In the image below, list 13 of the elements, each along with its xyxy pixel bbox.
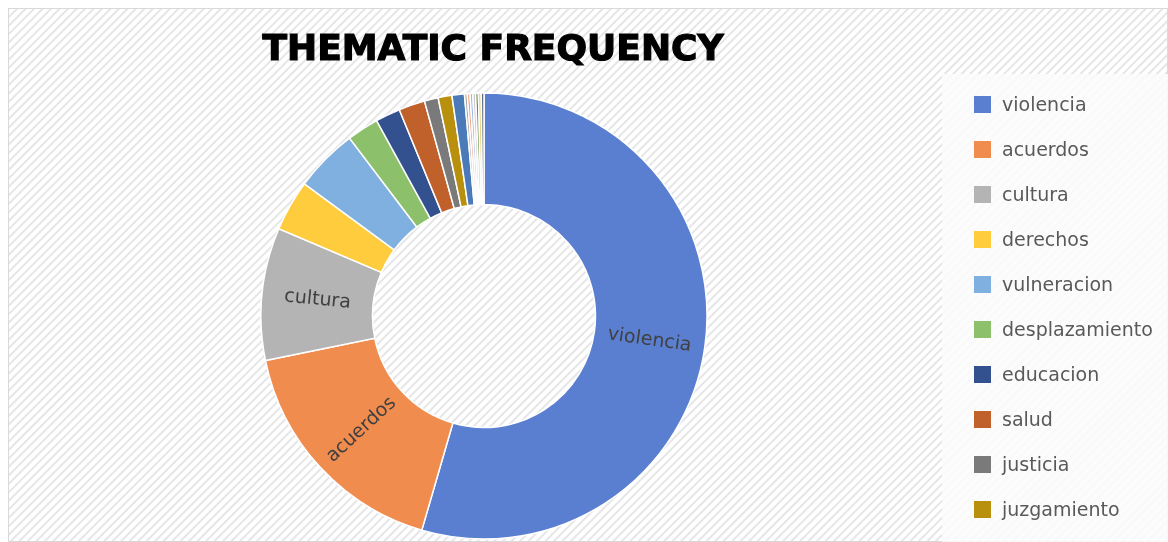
legend-label: desplazamiento	[1002, 317, 1153, 340]
legend-label: educacion	[1002, 362, 1100, 385]
legend-label: juzgamiento	[1001, 497, 1120, 520]
legend-label: violencia	[1002, 92, 1087, 115]
legend-label: salud	[1002, 407, 1053, 430]
legend-label: acuerdos	[1002, 137, 1089, 160]
legend-label: cultura	[1002, 182, 1069, 205]
slice-label: violencia	[606, 321, 694, 355]
slice-label: cultura	[283, 283, 353, 313]
legend-label: vulneracion	[1002, 272, 1114, 295]
legend-label: derechos	[1002, 227, 1089, 250]
chart-title: THEMATIC FREQUENCY	[262, 27, 725, 68]
legend-label: justicia	[1001, 452, 1070, 475]
